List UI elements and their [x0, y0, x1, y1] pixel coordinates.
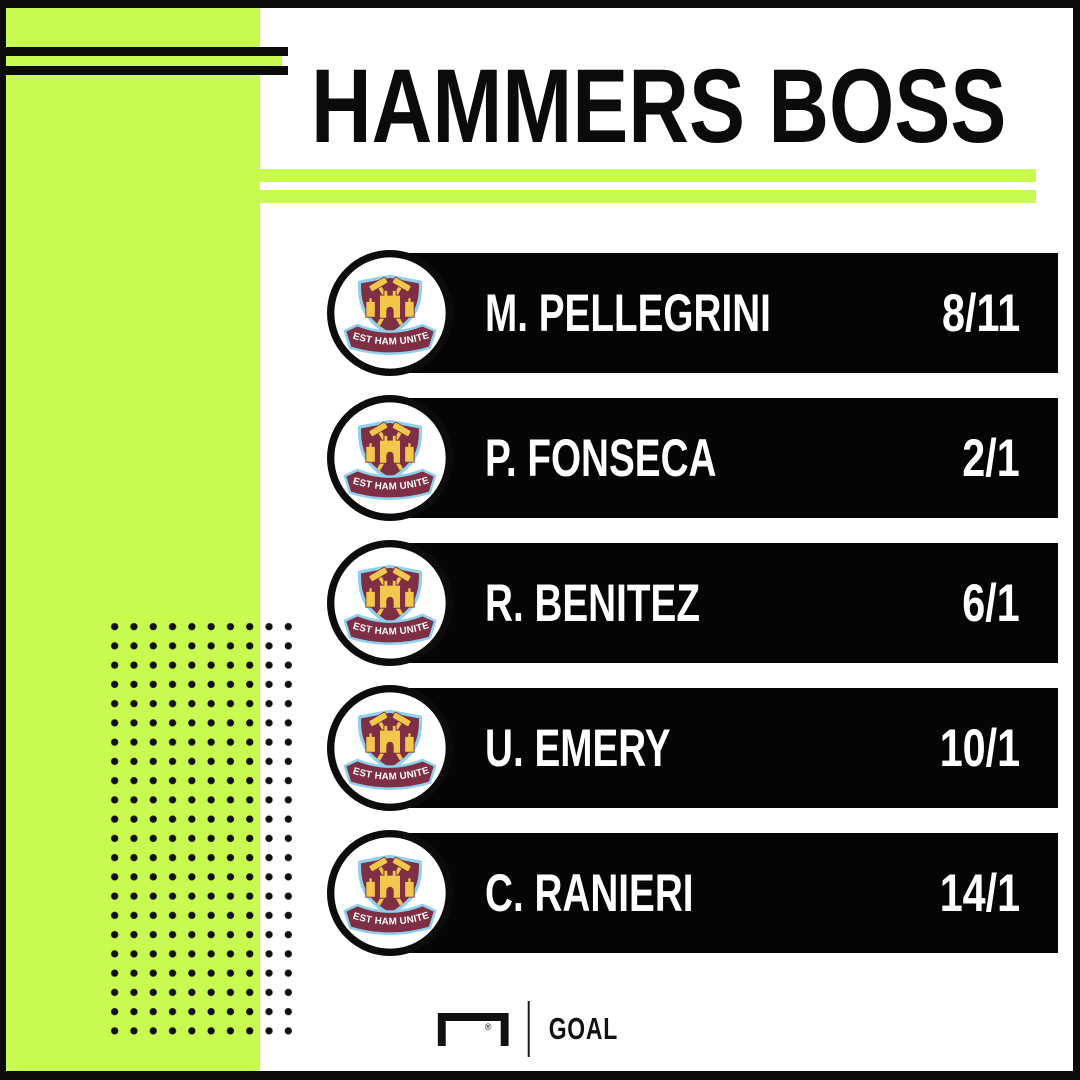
frame-border-right [1073, 0, 1080, 1080]
odds-row: U. EMERY 10/1 [0, 688, 1080, 808]
frame-border-top [0, 0, 1080, 8]
candidate-odds: 8/11 [941, 284, 1020, 343]
page-title: HAMMERS BOSS [311, 48, 1007, 165]
row-bar [389, 398, 1058, 518]
dots-pattern [105, 617, 298, 1041]
candidate-name: M. PELLEGRINI [485, 284, 771, 343]
top-line-green-gap [0, 56, 282, 66]
logo-divider [527, 1001, 530, 1057]
candidate-name: U. EMERY [485, 719, 671, 778]
row-bar [389, 543, 1058, 663]
candidate-name: R. BENITEZ [485, 574, 700, 633]
top-black-line-2 [0, 66, 288, 75]
odds-row: M. PELLEGRINI 8/11 [0, 253, 1080, 373]
candidate-odds: 6/1 [962, 574, 1020, 633]
candidate-odds: 14/1 [939, 864, 1020, 923]
odds-row: C. RANIERI 14/1 [0, 833, 1080, 953]
brand-name: GOAL [548, 1011, 618, 1046]
top-black-line-1 [0, 47, 288, 56]
frame-border-bottom [0, 1071, 1080, 1080]
west-ham-crest-icon [327, 395, 453, 521]
west-ham-crest-icon [327, 540, 453, 666]
west-ham-crest-icon [327, 830, 453, 956]
odds-row: P. FONSECA 2/1 [0, 398, 1080, 518]
goal-logo: ® GOAL [437, 1000, 643, 1058]
west-ham-crest-icon [327, 685, 453, 811]
candidate-name: C. RANIERI [485, 864, 694, 923]
row-bar [389, 833, 1058, 953]
odds-row: R. BENITEZ 6/1 [0, 543, 1080, 663]
candidate-name: P. FONSECA [485, 429, 717, 488]
title-underline-1 [260, 169, 1036, 182]
row-bar [389, 688, 1058, 808]
candidate-odds: 10/1 [939, 719, 1020, 778]
row-bar [389, 253, 1058, 373]
title-underline-2 [260, 190, 1036, 203]
west-ham-crest-icon [327, 250, 453, 376]
goalpost-icon: ® [437, 1012, 509, 1046]
candidate-odds: 2/1 [962, 429, 1020, 488]
registered-mark: ® [485, 1022, 492, 1032]
frame-border-left [0, 0, 6, 1080]
